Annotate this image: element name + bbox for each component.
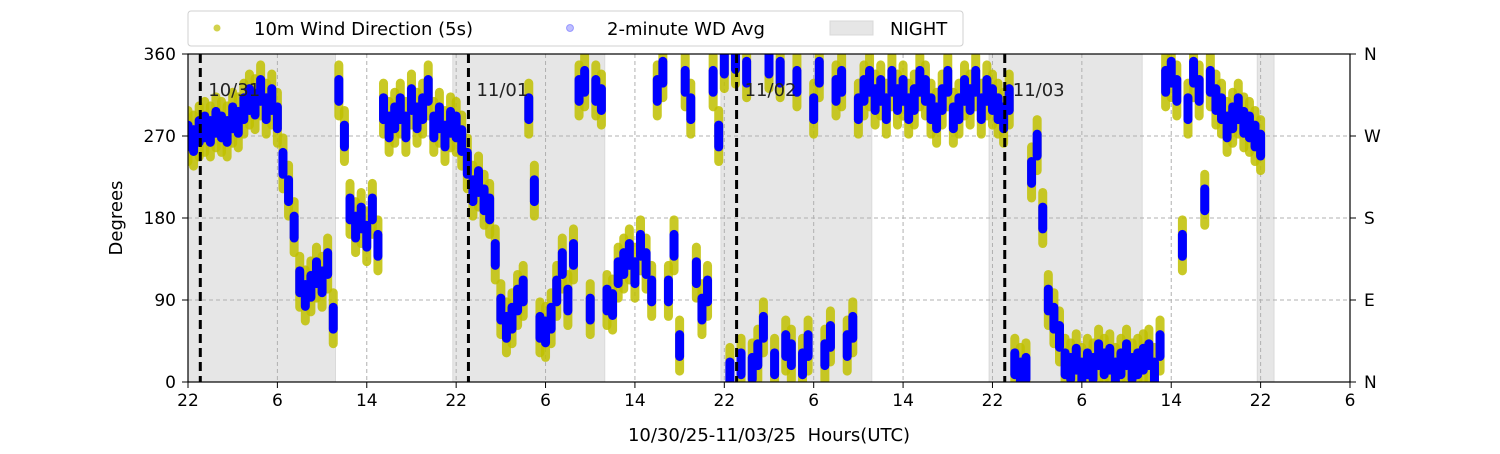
x-tick-label: 22 [445,391,467,411]
day-marker-label: 11/01 [476,80,528,101]
y-tick-label: 180 [144,209,176,229]
x-tick-label: 14 [624,391,646,411]
axes: 22 6 14 22 6 14 22 6 14 22 6 14 22 6 0 N 90 E 180 S 270 W 360 N [144,45,1381,411]
y-tick-label: 90 [154,291,176,311]
day-marker-label: 10/31 [208,80,260,101]
legend-marker-avg [566,24,574,32]
x-tick-label: 14 [892,391,914,411]
y-tick-label: 360 [144,45,176,65]
x-tick-label: 14 [1160,391,1182,411]
day-marker-label: 11/02 [745,80,797,101]
legend: 10m Wind Direction (5s) 2-minute WD Avg … [187,10,964,47]
x-tick-label: 6 [808,391,819,411]
y-tick-label: 270 [144,127,176,147]
x-tick-label: 6 [1345,391,1356,411]
x-tick-label: 6 [540,391,551,411]
y2-tick-label: E [1364,291,1375,311]
x-tick-label: 22 [982,391,1004,411]
x-tick-label: 22 [1250,391,1272,411]
y-tick-label: 0 [165,373,176,393]
y2-tick-label: N [1364,45,1377,65]
day-marker-label: 11/03 [1013,80,1065,101]
y-axis-label: Degrees [106,181,127,256]
legend-label-5s: 10m Wind Direction (5s) [254,19,473,40]
legend-night-swatch [829,20,874,36]
x-tick-label: 14 [356,391,378,411]
legend-marker-5s [213,24,221,32]
x-axis-label: 10/30/25-11/03/25 Hours(UTC) [628,425,910,446]
series-avg-points [188,54,1266,382]
legend-label-avg: 2-minute WD Avg [607,19,765,40]
legend-label-night: NIGHT [890,19,948,40]
x-tick-label: 22 [177,391,199,411]
y2-tick-label: N [1364,373,1377,393]
day-markers: 10/31 11/01 11/02 11/03 [198,54,1065,382]
x-tick-label: 6 [272,391,283,411]
x-tick-label: 22 [713,391,735,411]
y2-tick-label: S [1364,209,1375,229]
y2-tick-label: W [1364,127,1381,147]
x-tick-label: 6 [1076,391,1087,411]
